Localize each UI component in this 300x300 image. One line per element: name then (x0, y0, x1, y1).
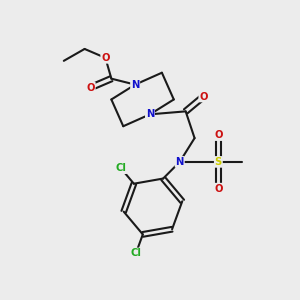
Text: N: N (131, 80, 139, 90)
Text: N: N (146, 109, 154, 119)
Text: O: O (86, 82, 95, 93)
Text: O: O (214, 184, 223, 194)
Text: O: O (214, 130, 223, 140)
Text: S: S (215, 157, 222, 167)
Text: Cl: Cl (116, 163, 126, 173)
Text: N: N (176, 157, 184, 167)
Text: O: O (101, 53, 110, 63)
Text: O: O (199, 92, 208, 101)
Text: Cl: Cl (130, 248, 141, 258)
